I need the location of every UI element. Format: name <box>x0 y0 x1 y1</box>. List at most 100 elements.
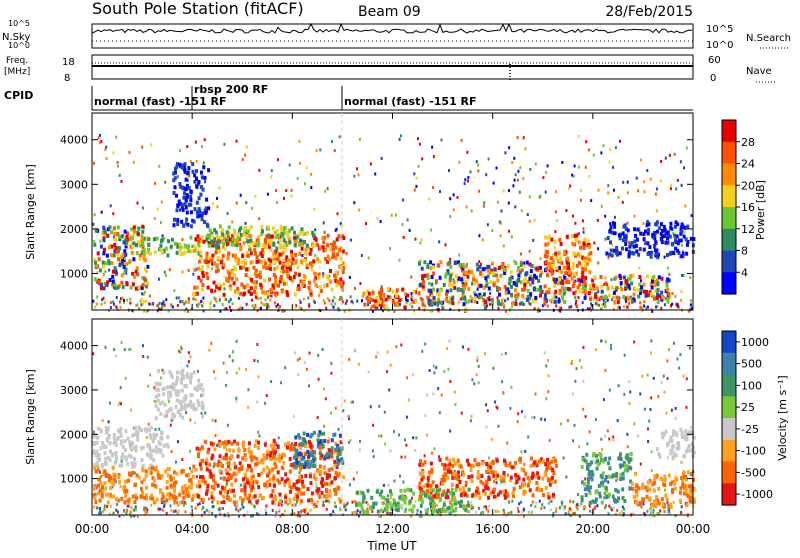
echo-cell <box>155 416 158 420</box>
echo-cell <box>478 496 481 500</box>
echo-floor <box>601 303 603 306</box>
echo-cell <box>202 240 205 244</box>
echo-cell <box>397 508 400 512</box>
echo-cell <box>451 488 454 492</box>
echo-speckle <box>650 396 652 399</box>
echo-cell <box>199 251 202 255</box>
echo-speckle <box>384 442 386 445</box>
echo-speckle <box>585 166 587 169</box>
echo-cell <box>250 480 253 484</box>
echo-speckle <box>257 431 259 434</box>
echo-cell <box>292 257 295 261</box>
echo-cell <box>261 229 264 233</box>
echo-cell <box>310 460 313 464</box>
echo-cell <box>367 300 370 304</box>
echo-floor <box>531 511 533 514</box>
echo-speckle <box>177 440 179 443</box>
echo-floor <box>145 507 147 510</box>
colorbar-tick-label: 28 <box>741 136 755 149</box>
echo-cell <box>386 499 389 503</box>
echo-speckle <box>186 364 188 367</box>
echo-cell <box>289 448 292 452</box>
echo-speckle <box>571 174 573 177</box>
echo-cell <box>471 474 474 478</box>
echo-cell <box>398 495 401 499</box>
echo-speckle <box>185 411 187 414</box>
echo-speckle <box>476 359 478 362</box>
echo-speckle <box>454 391 456 394</box>
echo-cell <box>235 277 238 281</box>
echo-cell <box>259 283 262 287</box>
echo-cell <box>244 492 247 496</box>
echo-speckle <box>445 243 447 246</box>
echo-speckle <box>447 368 449 371</box>
echo-cell <box>97 251 100 255</box>
echo-cell <box>138 241 141 245</box>
echo-speckle <box>403 236 405 239</box>
echo-cell <box>430 282 433 286</box>
echo-cell <box>336 446 339 450</box>
echo-cell <box>111 261 114 265</box>
echo-cell <box>108 261 111 265</box>
echo-floor <box>136 304 138 307</box>
echo-cell <box>424 493 427 497</box>
echo-speckle <box>673 342 675 345</box>
echo-floor <box>470 295 472 298</box>
echo-cell <box>563 292 566 296</box>
echo-floor <box>220 507 222 510</box>
echo-cell <box>186 245 189 249</box>
echo-speckle <box>500 481 502 484</box>
echo-cell <box>216 501 219 505</box>
echo-floor <box>241 307 243 310</box>
echo-floor <box>159 508 161 511</box>
echo-speckle <box>449 380 451 383</box>
echo-floor <box>574 512 576 515</box>
echo-floor <box>639 301 641 304</box>
echo-speckle <box>431 452 433 455</box>
echo-cell <box>584 276 587 280</box>
echo-speckle <box>690 303 692 306</box>
echo-cell <box>455 274 458 278</box>
echo-cell <box>680 225 683 229</box>
echo-floor <box>572 500 574 503</box>
echo-floor <box>123 509 125 512</box>
echo-cell <box>639 232 642 236</box>
echo-speckle <box>102 419 104 422</box>
echo-speckle <box>633 422 635 425</box>
echo-cell <box>619 477 622 481</box>
echo-cell <box>642 232 645 236</box>
echo-cell <box>175 405 178 409</box>
echo-speckle <box>521 209 523 212</box>
echo-cell <box>162 454 165 458</box>
echo-cell <box>243 292 246 296</box>
echo-cell <box>114 237 117 241</box>
echo-cell <box>155 388 158 392</box>
echo-cell <box>444 463 447 467</box>
echo-speckle <box>99 240 101 243</box>
echo-cell <box>422 280 425 284</box>
echo-cell <box>472 464 475 468</box>
echo-speckle <box>684 231 686 234</box>
echo-cell <box>174 176 177 180</box>
echo-floor <box>103 297 105 300</box>
echo-cell <box>127 479 130 483</box>
echo-cell <box>510 476 513 480</box>
echo-cell <box>450 284 453 288</box>
echo-cell <box>97 484 100 488</box>
echo-floor <box>220 501 222 504</box>
echo-cell <box>530 464 533 468</box>
echo-speckle <box>373 455 375 458</box>
echo-floor <box>135 506 137 509</box>
echo-cell <box>447 489 450 493</box>
echo-floor <box>329 299 331 302</box>
echo-speckle <box>275 189 277 192</box>
echo-floor <box>255 295 257 298</box>
echo-cell <box>116 250 119 254</box>
echo-floor <box>560 307 562 310</box>
echo-cell <box>424 460 427 464</box>
echo-speckle <box>247 388 249 391</box>
echo-cell <box>277 284 280 288</box>
echo-cell <box>298 475 301 479</box>
echo-cell <box>242 265 245 269</box>
echo-speckle <box>605 238 607 241</box>
